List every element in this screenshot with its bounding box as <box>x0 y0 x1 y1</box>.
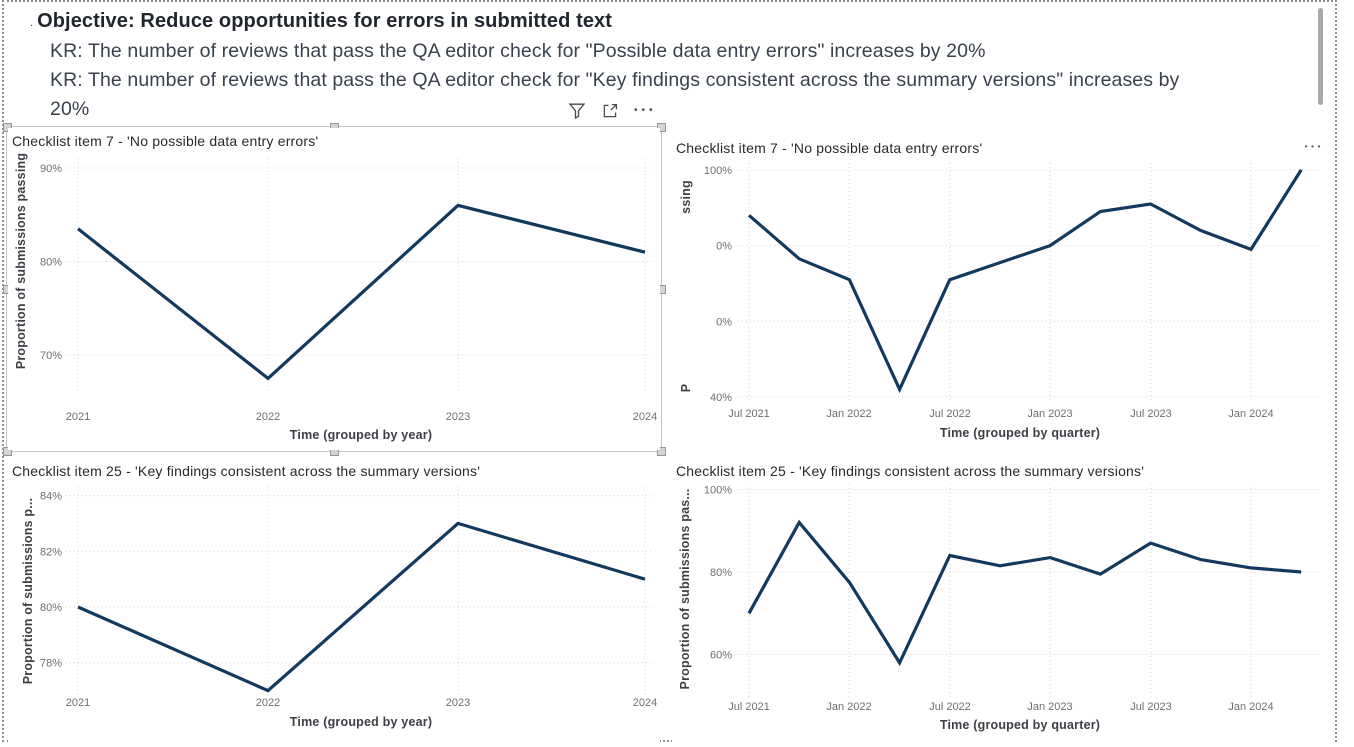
x-tick-label: 2023 <box>446 411 470 423</box>
plot-area[interactable]: 100% 80% 60% Jul 2021 Jan 2022 Jul 2022 Jan 20… <box>672 458 1334 747</box>
y-axis-title: Proportion of submissions p... <box>21 498 35 685</box>
x-tick-label: Jan 2023 <box>1027 701 1072 713</box>
chart-title: Checklist item 25 - 'Key findings consis… <box>676 463 1145 479</box>
x-tick-label: Jan 2023 <box>1027 408 1072 420</box>
x-tick-label: 2024 <box>633 697 657 709</box>
y-axis-title: Proportion of submissions passing <box>14 153 28 369</box>
x-tick-label: 2022 <box>256 411 280 423</box>
y-tick-label: 84% <box>40 491 62 503</box>
more-options-icon[interactable]: ••• <box>634 105 657 116</box>
x-axis-title: Time (grouped by year) <box>290 428 432 442</box>
y-tick-label: 90% <box>40 163 62 175</box>
y-tick-label: 0% <box>716 241 732 253</box>
y-tick-label: 80% <box>710 567 732 579</box>
x-axis-title: Time (grouped by year) <box>290 715 432 729</box>
x-tick-label: Jul 2022 <box>929 701 971 713</box>
line-chart-item7-quarterly[interactable]: 100% 0% 0% 40% Jul 2021 Jan 2022 Jul 2022 Jan 2… <box>672 135 1334 455</box>
x-tick-label: Jan 2022 <box>826 701 871 713</box>
y-axis-title-fragment: ssing <box>679 180 693 214</box>
chart-title: Checklist item 7 - 'No possible data ent… <box>12 133 319 149</box>
y-tick-label: 0% <box>716 316 732 328</box>
chart-title: Checklist item 25 - 'Key findings consis… <box>12 463 481 479</box>
x-tick-label: 2023 <box>446 697 470 709</box>
x-axis-title: Time (grouped by quarter) <box>940 718 1100 732</box>
kr-line-2: KR: The number of reviews that pass the … <box>50 69 1180 91</box>
x-tick-label: Jul 2021 <box>728 408 770 420</box>
x-tick-label: 2024 <box>633 411 657 423</box>
kr-line-1: KR: The number of reviews that pass the … <box>50 40 986 62</box>
x-tick-label: Jan 2024 <box>1228 701 1273 713</box>
chart-title: Checklist item 7 - 'No possible data ent… <box>676 140 983 156</box>
x-tick-label: Jul 2023 <box>1130 408 1172 420</box>
line-chart-item7-yearly[interactable]: 90% 80% 70% 2021 2022 2023 2024 Time (grouped b… <box>8 128 660 450</box>
line-chart-item25-quarterly[interactable]: 100% 80% 60% Jul 2021 Jan 2022 Jul 2022 Jan 20… <box>672 458 1334 747</box>
y-tick-label: 80% <box>40 602 62 614</box>
x-tick-label: Jan 2024 <box>1228 408 1273 420</box>
x-tick-label: 2021 <box>66 411 90 423</box>
x-axis-title: Time (grouped by quarter) <box>940 426 1100 440</box>
data-line[interactable] <box>747 169 1303 394</box>
x-tick-label: Jul 2022 <box>929 408 971 420</box>
textbox-scrollbar-thumb[interactable] <box>1318 8 1323 105</box>
objective-textbox[interactable]: . Objective: Reduce opportunities for err… <box>12 4 1312 120</box>
x-tick-label: Jul 2021 <box>728 701 770 713</box>
visual-header-toolbar: ••• <box>568 102 657 120</box>
y-tick-label: 100% <box>704 485 732 497</box>
y-tick-label: 78% <box>40 658 62 670</box>
data-line[interactable] <box>77 521 646 693</box>
cursor-dot: . <box>30 16 34 29</box>
more-options-icon[interactable]: ••• <box>1304 141 1324 151</box>
kr-line-2-continuation: 20% <box>50 98 90 120</box>
y-tick-label: 82% <box>40 546 62 558</box>
data-line[interactable] <box>77 203 646 381</box>
y-tick-label: 70% <box>40 350 62 362</box>
x-tick-label: Jul 2023 <box>1130 701 1172 713</box>
focus-mode-icon[interactable] <box>601 102 619 120</box>
y-axis-title-fragment: P <box>679 384 693 393</box>
x-tick-label: Jan 2022 <box>826 408 871 420</box>
y-tick-label: 100% <box>704 165 732 177</box>
plot-area[interactable]: 100% 0% 0% 40% Jul 2021 Jan 2022 Jul 2022 Jan 2… <box>672 135 1334 455</box>
plot-area[interactable]: 90% 80% 70% 2021 2022 2023 2024 Time (grouped b… <box>8 128 660 450</box>
x-tick-label: 2021 <box>66 697 90 709</box>
y-tick-label: 60% <box>710 650 732 662</box>
y-tick-label: 40% <box>710 392 732 404</box>
objective-title: Objective: Reduce opportunities for erro… <box>37 10 613 32</box>
x-tick-label: 2022 <box>256 697 280 709</box>
line-chart-item25-yearly[interactable]: 84% 82% 80% 78% 2021 2022 2023 2024 Time (groupe… <box>8 458 660 747</box>
plot-area[interactable]: 84% 82% 80% 78% 2021 2022 2023 2024 Time (groupe… <box>8 458 660 747</box>
data-line[interactable] <box>747 519 1302 667</box>
y-axis-title: Proportion of submissions pas... <box>678 489 692 690</box>
filter-icon[interactable] <box>568 102 586 120</box>
y-tick-label: 80% <box>40 257 62 269</box>
